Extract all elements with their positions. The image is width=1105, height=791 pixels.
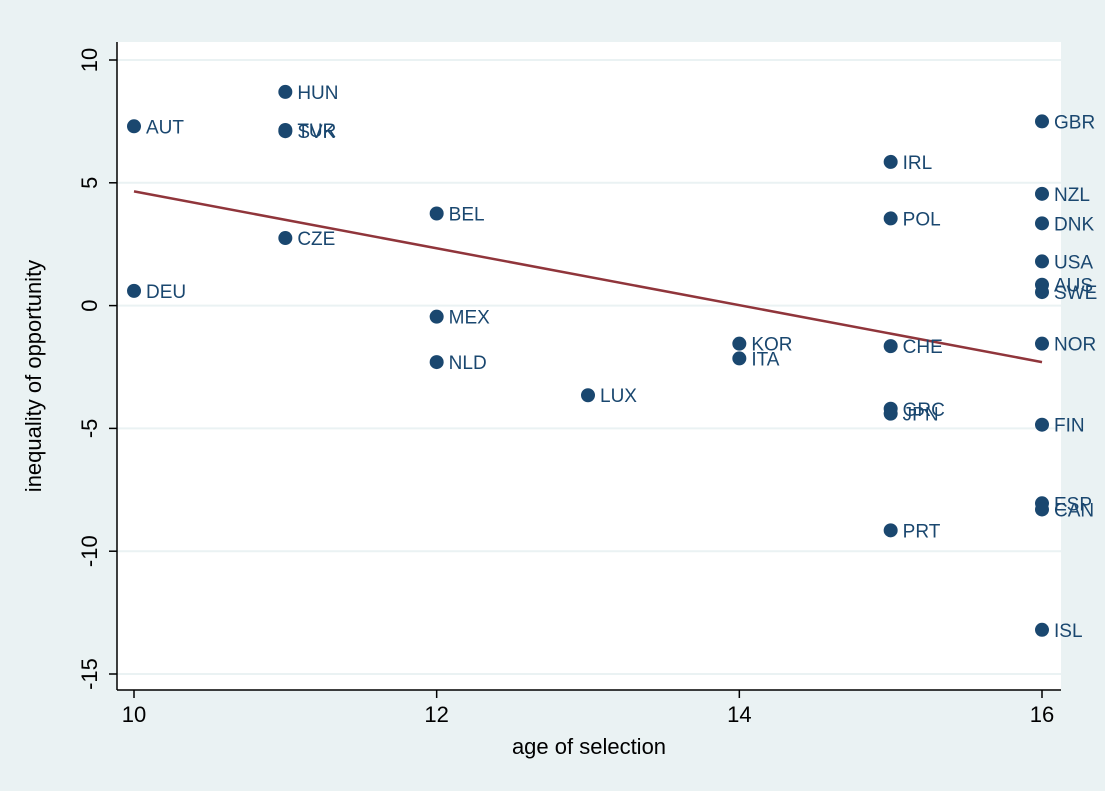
point-label-cze: CZE bbox=[297, 229, 335, 250]
point-swe bbox=[1035, 285, 1049, 300]
point-label-ita: ITA bbox=[751, 349, 779, 370]
point-isl bbox=[1035, 622, 1049, 637]
point-label-fin: FIN bbox=[1054, 416, 1085, 437]
x-tick-label: 14 bbox=[727, 702, 751, 727]
point-bel bbox=[429, 206, 444, 221]
plot-area bbox=[117, 42, 1061, 690]
point-fin bbox=[1035, 417, 1049, 432]
x-tick-label: 10 bbox=[122, 702, 146, 727]
fitted-line bbox=[133, 190, 1043, 364]
point-dnk bbox=[1035, 216, 1049, 231]
point-label-esp: ESP bbox=[1054, 494, 1092, 515]
y-tick-label: -5 bbox=[77, 419, 102, 439]
x-axis-title: age of selection bbox=[512, 734, 666, 759]
point-svk bbox=[278, 124, 293, 139]
point-deu bbox=[127, 283, 141, 298]
point-pol bbox=[883, 211, 898, 226]
point-label-nor: NOR bbox=[1054, 335, 1096, 356]
x-tick-label: 16 bbox=[1030, 702, 1054, 727]
point-che bbox=[883, 339, 898, 354]
point-ita bbox=[732, 351, 747, 366]
point-kor bbox=[732, 336, 747, 351]
point-label-nzl: NZL bbox=[1054, 185, 1090, 206]
point-label-nld: NLD bbox=[449, 353, 487, 374]
y-axis-title: inequality of opportunity bbox=[21, 260, 46, 492]
point-nld bbox=[429, 355, 444, 370]
point-label-dnk: DNK bbox=[1054, 214, 1094, 235]
axes: 10 5 0 -5 -10 -15 10 12 14 16 bbox=[77, 42, 1061, 727]
point-label-irl: IRL bbox=[903, 153, 933, 174]
point-label-hun: HUN bbox=[297, 83, 338, 104]
point-label-tur: TUR bbox=[297, 121, 336, 142]
point-prt bbox=[883, 523, 898, 538]
point-nor bbox=[1035, 336, 1049, 351]
point-label-can: CAN bbox=[1054, 500, 1094, 521]
point-nzl bbox=[1035, 186, 1049, 201]
point-label-pol: POL bbox=[903, 209, 941, 230]
point-label-bel: BEL bbox=[449, 205, 485, 226]
point-label-svk: SVK bbox=[297, 122, 335, 143]
point-label-kor: KOR bbox=[751, 335, 792, 356]
point-jpn bbox=[883, 406, 898, 421]
point-label-lux: LUX bbox=[600, 386, 637, 407]
point-label-mex: MEX bbox=[449, 308, 491, 329]
x-tick-label: 12 bbox=[424, 702, 448, 727]
point-aut bbox=[127, 119, 141, 134]
point-can bbox=[1035, 502, 1049, 517]
point-irl bbox=[883, 154, 898, 169]
point-lux bbox=[581, 388, 595, 403]
point-label-grc: GRC bbox=[903, 400, 945, 421]
point-cze bbox=[278, 231, 293, 246]
point-mex bbox=[429, 309, 444, 324]
point-label-deu: DEU bbox=[146, 282, 186, 303]
point-label-aus: AUS bbox=[1054, 276, 1093, 297]
point-label-isl: ISL bbox=[1054, 621, 1083, 642]
fit-line-group bbox=[133, 190, 1043, 364]
point-usa bbox=[1035, 254, 1049, 269]
point-label-gbr: GBR bbox=[1054, 112, 1095, 133]
point-label-che: CHE bbox=[903, 337, 943, 358]
point-label-jpn: JPN bbox=[903, 405, 939, 426]
point-hun bbox=[278, 84, 293, 99]
y-tick-label: 5 bbox=[77, 177, 102, 189]
point-label-aut: AUT bbox=[146, 117, 184, 138]
y-tick-label: 0 bbox=[77, 299, 102, 311]
point-gbr bbox=[1035, 114, 1049, 129]
gridlines bbox=[117, 59, 1061, 675]
y-tick-label: -15 bbox=[77, 658, 102, 690]
y-tick-label: 10 bbox=[77, 48, 102, 72]
point-label-swe: SWE bbox=[1054, 283, 1097, 304]
point-label-prt: PRT bbox=[903, 521, 941, 542]
point-label-usa: USA bbox=[1054, 252, 1093, 273]
y-tick-label: -10 bbox=[77, 535, 102, 567]
